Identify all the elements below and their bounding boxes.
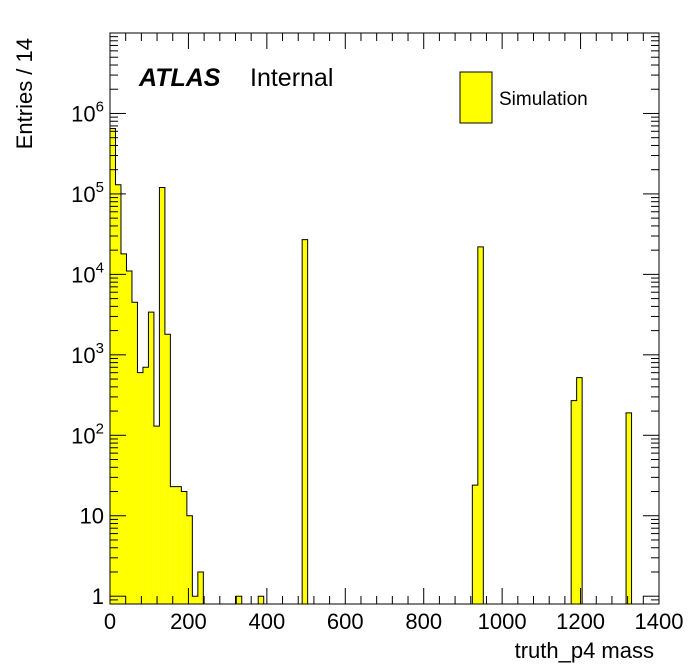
histogram-bar <box>472 485 478 604</box>
y-tick-label: 104 <box>71 259 104 287</box>
histogram-bar <box>131 302 138 604</box>
histogram-bar <box>302 239 308 604</box>
x-tick-label: 800 <box>405 609 442 634</box>
histogram-bar <box>477 246 484 605</box>
atlas-status-label: Internal <box>250 64 333 92</box>
histogram-bar <box>115 184 121 604</box>
histogram-bar <box>126 271 132 604</box>
x-tick-label: 1000 <box>478 609 527 634</box>
histogram-bar <box>258 596 264 604</box>
histogram-bar <box>626 412 632 604</box>
y-axis-title: Entries / 14 <box>12 38 37 149</box>
histogram-bar <box>192 596 198 604</box>
x-tick-label: 0 <box>104 609 116 634</box>
histogram-bar <box>175 486 182 604</box>
legend: Simulation <box>459 71 588 124</box>
y-tick-label: 10 <box>80 504 104 529</box>
y-tick-labels: 1 10 102 103 104 105 106 <box>71 98 104 609</box>
y-tick-label: 102 <box>71 420 104 448</box>
legend-label-simulation: Simulation <box>499 89 588 110</box>
x-tick-label: 400 <box>248 609 285 634</box>
histogram-bar <box>137 372 143 604</box>
histogram-bar <box>142 367 149 604</box>
histogram-bar <box>571 400 577 604</box>
histogram-bar <box>170 486 176 604</box>
x-tick-label: 1200 <box>556 609 605 634</box>
legend-swatch-simulation <box>459 71 493 124</box>
histogram-bar <box>236 596 242 604</box>
histogram-bars <box>109 128 633 605</box>
y-tick-label: 1 <box>92 584 104 609</box>
x-tick-label: 1400 <box>635 609 684 634</box>
histogram-outline <box>109 128 633 604</box>
histogram-bar <box>197 571 204 604</box>
plot-frame <box>109 32 660 605</box>
atlas-label: ATLAS <box>138 64 221 92</box>
histogram-bar <box>120 253 127 604</box>
histogram-bar <box>181 491 187 604</box>
y-tick-label: 105 <box>71 179 104 207</box>
histogram-bar <box>164 334 171 604</box>
histogram-bar <box>148 312 154 604</box>
y-tick-label: 103 <box>71 340 104 368</box>
histogram-bar <box>576 377 583 604</box>
x-tick-label: 600 <box>327 609 364 634</box>
x-tick-labels: 0 200 400 600 800 1000 1200 1400 <box>104 609 684 634</box>
axis-ticks <box>109 32 660 605</box>
histogram-bar <box>186 515 193 604</box>
x-axis-title: truth_p4 mass <box>515 638 654 663</box>
x-tick-label: 200 <box>170 609 207 634</box>
histogram-bar <box>153 426 160 604</box>
y-tick-label: 106 <box>71 98 104 126</box>
histogram-bar <box>110 128 116 605</box>
histogram-bar <box>159 187 165 604</box>
